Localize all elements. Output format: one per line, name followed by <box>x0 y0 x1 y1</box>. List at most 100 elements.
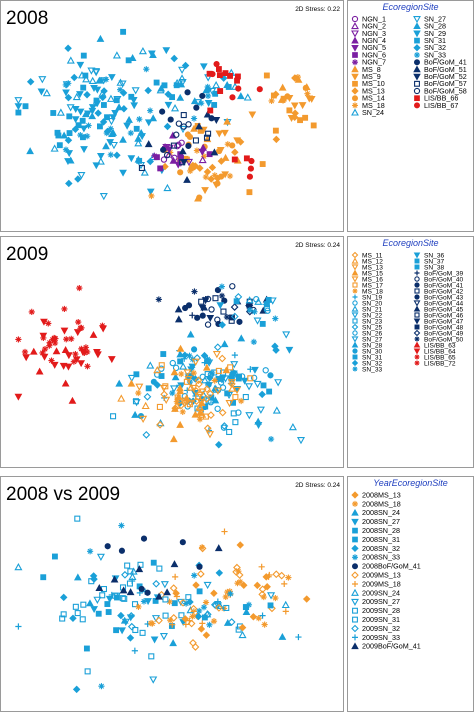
data-point <box>267 372 274 379</box>
data-point <box>126 580 133 587</box>
legend-marker <box>413 44 421 52</box>
legend-marker <box>351 544 359 553</box>
legend-marker <box>414 312 420 318</box>
legend-marker <box>352 348 358 354</box>
data-point <box>64 363 73 371</box>
legend-item: SN_31 <box>414 36 446 45</box>
legend-item: BoF/GoM_52 <box>413 72 467 81</box>
data-point <box>117 611 125 620</box>
data-point <box>72 356 81 364</box>
data-point <box>89 330 98 338</box>
data-point <box>263 72 270 79</box>
legend-item: SN_33 <box>414 50 446 59</box>
data-point <box>218 173 225 180</box>
data-point <box>156 420 164 429</box>
data-point <box>236 92 245 100</box>
data-point <box>138 46 147 55</box>
data-point <box>29 347 38 355</box>
data-point <box>126 588 135 596</box>
data-point <box>98 683 105 690</box>
data-point <box>198 100 205 107</box>
data-point <box>104 601 111 607</box>
legend-label: 2008SN_24 <box>362 508 400 517</box>
data-point <box>191 288 198 295</box>
data-point <box>121 595 128 602</box>
data-point <box>180 400 189 408</box>
data-point <box>83 90 91 99</box>
data-point <box>163 122 172 131</box>
legend-marker <box>414 270 420 276</box>
data-point <box>199 312 206 319</box>
data-point <box>167 617 174 624</box>
data-point <box>146 361 155 369</box>
data-point <box>227 590 234 597</box>
data-point <box>218 354 227 363</box>
data-point <box>174 305 183 313</box>
data-point <box>208 306 215 313</box>
data-point <box>15 336 22 343</box>
data-point <box>146 157 154 166</box>
data-point <box>153 79 160 86</box>
data-point <box>297 117 303 124</box>
data-point <box>140 598 148 605</box>
legend-item: 2008SN_28 <box>352 526 400 535</box>
data-point <box>208 115 215 122</box>
legend-label: SN_27 <box>424 14 446 23</box>
legend-marker <box>352 95 359 102</box>
data-point <box>144 598 152 606</box>
data-point <box>115 103 123 111</box>
data-point <box>215 569 224 577</box>
data-point <box>76 108 85 116</box>
data-point <box>182 621 189 628</box>
legend-marker <box>414 276 420 282</box>
data-point <box>66 113 73 120</box>
data-point <box>176 387 185 395</box>
legend-label: 2008MS_13 <box>362 490 401 499</box>
legend-item: BoF/GoM_45 <box>413 305 464 313</box>
data-point <box>93 97 100 104</box>
legend-label: NGN_4 <box>362 36 386 45</box>
data-point <box>62 89 70 97</box>
data-point <box>187 619 196 628</box>
data-point <box>118 547 126 554</box>
legend-label: NGN_3 <box>362 29 386 38</box>
data-point <box>148 192 155 200</box>
data-point <box>267 435 275 443</box>
data-point <box>214 598 221 605</box>
legend-item: SN_36 <box>413 252 444 259</box>
data-point <box>184 158 194 167</box>
data-point <box>121 618 130 626</box>
legend-item: SN_27 <box>351 336 382 343</box>
data-point <box>212 80 221 89</box>
data-point <box>294 73 302 81</box>
data-point <box>88 578 95 585</box>
data-point <box>251 308 258 315</box>
data-point <box>39 349 46 357</box>
legend-label: BoF/GoM_57 <box>424 79 467 88</box>
data-point <box>104 543 111 550</box>
data-point <box>80 146 88 154</box>
data-point <box>218 321 227 329</box>
data-point <box>52 347 61 355</box>
data-point <box>38 76 47 84</box>
data-point <box>218 292 226 299</box>
data-point <box>163 151 171 159</box>
data-point <box>183 600 190 607</box>
data-point <box>202 599 210 606</box>
data-point <box>162 612 169 619</box>
data-point <box>107 356 116 364</box>
data-point <box>21 348 29 356</box>
data-point <box>152 579 161 588</box>
data-point <box>248 111 257 119</box>
legend-marker <box>352 282 358 288</box>
data-point <box>160 156 168 163</box>
data-point <box>169 359 176 367</box>
legend-marker <box>351 305 359 312</box>
legend-label: 2009MS_13 <box>362 571 401 580</box>
data-point <box>42 88 51 97</box>
nmds-panel-2: 2009 2D Stress: 0.24 EcoregionSiteMS_11MS_… <box>0 236 474 468</box>
data-point <box>41 345 49 353</box>
legend-item: MS_18 <box>352 288 383 295</box>
legend-item: BoF/GoM_40 <box>414 276 464 283</box>
data-point <box>178 370 185 378</box>
